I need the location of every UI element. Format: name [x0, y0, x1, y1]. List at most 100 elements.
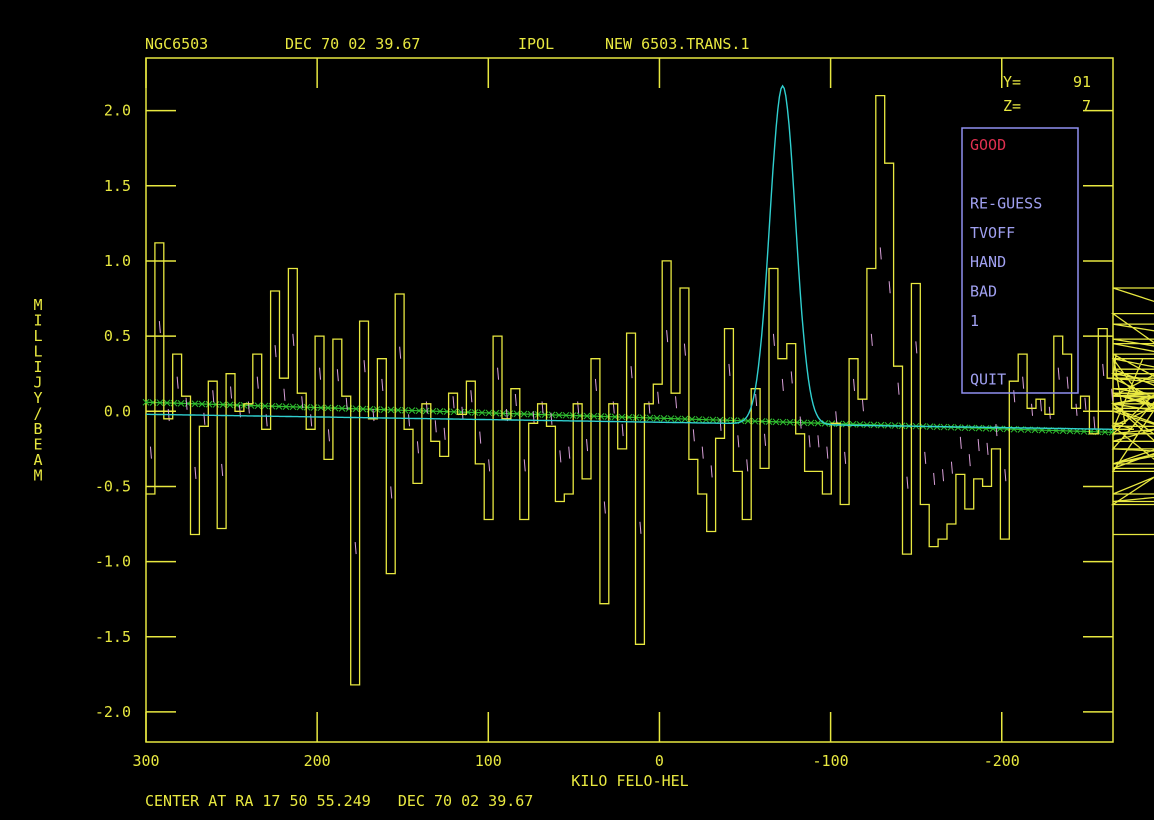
- baseline-marker: [849, 420, 857, 428]
- model-tick: [683, 343, 686, 356]
- model-tick: [710, 465, 713, 478]
- model-tick: [1075, 403, 1078, 416]
- baseline-marker: [485, 409, 493, 417]
- model-tick: [1013, 390, 1016, 403]
- y-axis-label: M I L L I J Y / B E A M: [33, 296, 42, 485]
- model-tick: [675, 396, 678, 409]
- model-tick: [853, 378, 856, 392]
- baseline-marker: [555, 411, 563, 419]
- model-tick: [772, 333, 775, 346]
- y-tick-label: -2.0: [95, 703, 131, 721]
- menu-item-good[interactable]: GOOD: [970, 136, 1006, 154]
- model-tick: [327, 429, 330, 442]
- x-tick-label: -200: [984, 752, 1020, 770]
- baseline-marker: [604, 413, 612, 420]
- menu-item-quit[interactable]: QUIT: [970, 370, 1006, 388]
- baseline-marker: [611, 413, 619, 421]
- model-tick: [817, 435, 820, 448]
- baseline-marker: [359, 405, 367, 413]
- model-tick: [630, 366, 633, 379]
- baseline-marker: [520, 410, 528, 418]
- baseline-marker: [709, 416, 717, 424]
- baseline-marker: [695, 416, 703, 423]
- model-tick: [906, 476, 909, 489]
- model-tick: [737, 435, 740, 448]
- baseline-marker: [660, 415, 668, 422]
- model-tick: [523, 459, 526, 472]
- model-tick: [968, 454, 971, 467]
- model-tick: [452, 396, 455, 409]
- baseline-series: [142, 398, 1116, 436]
- model-tick: [532, 411, 535, 424]
- model-tick: [149, 446, 152, 459]
- model-tick: [995, 424, 998, 437]
- header-file: NEW 6503.TRANS.1: [605, 35, 750, 53]
- model-tick: [870, 333, 873, 346]
- model-tick: [808, 435, 811, 448]
- model-tick: [1102, 363, 1105, 376]
- model-tick: [888, 281, 891, 294]
- baseline-marker: [163, 399, 171, 407]
- model-tick: [310, 414, 313, 427]
- baseline-marker: [982, 425, 990, 432]
- baseline-marker: [212, 401, 220, 408]
- baseline-marker: [191, 400, 199, 408]
- menu-item-tvoff[interactable]: TVOFF: [970, 224, 1015, 242]
- model-tick: [230, 386, 233, 399]
- baseline-marker: [786, 418, 794, 426]
- baseline-marker: [254, 402, 262, 410]
- baseline-marker: [793, 419, 801, 426]
- model-tick: [568, 446, 571, 459]
- model-tick: [1057, 367, 1060, 380]
- baseline-marker: [772, 418, 780, 426]
- model-tick: [274, 345, 277, 358]
- model-tick: [826, 446, 829, 459]
- model-tick: [861, 399, 864, 412]
- baseline-marker: [450, 408, 458, 416]
- x-axis-label: KILO FELO-HEL: [571, 772, 688, 790]
- spectrum-histogram: [146, 94, 1154, 686]
- model-tick: [461, 406, 464, 419]
- model-tick: [194, 466, 197, 479]
- baseline-marker: [317, 404, 325, 412]
- menu-item-1[interactable]: 1: [970, 312, 979, 330]
- model-tick: [764, 433, 767, 446]
- model-tick: [790, 371, 793, 384]
- model-tick: [603, 501, 606, 514]
- model-tick: [283, 388, 286, 401]
- menu-item-re-guess[interactable]: RE-GUESS: [970, 195, 1042, 213]
- model-tick: [479, 431, 482, 444]
- y-tick-label: 0.5: [104, 327, 131, 345]
- readout-y-value: 91: [1073, 73, 1091, 91]
- baseline-marker: [422, 407, 430, 415]
- readout-z-value: 7: [1082, 97, 1091, 115]
- model-tick: [959, 436, 962, 449]
- readout-z-label: Z=: [1003, 97, 1021, 115]
- model-tick: [559, 450, 562, 463]
- model-tick: [594, 378, 597, 392]
- baseline-marker: [219, 401, 227, 409]
- baseline-marker: [870, 421, 878, 429]
- baseline-marker: [590, 412, 598, 420]
- baseline-marker: [415, 407, 423, 415]
- menu-item-bad[interactable]: BAD: [970, 283, 997, 301]
- baseline-marker: [478, 409, 486, 417]
- baseline-marker: [1101, 428, 1109, 436]
- baseline-marker: [303, 403, 311, 411]
- model-tick: [185, 397, 188, 410]
- model-tick: [488, 459, 491, 472]
- model-tick: [443, 427, 446, 440]
- baseline-marker: [653, 414, 661, 422]
- baseline-marker: [702, 416, 710, 424]
- model-tick: [1004, 469, 1007, 482]
- model-tick: [336, 369, 339, 382]
- model-tick: [345, 397, 348, 410]
- model-tick: [363, 360, 366, 373]
- model-tick: [390, 486, 393, 499]
- model-tick: [692, 429, 695, 442]
- baseline-marker: [751, 417, 759, 425]
- menu-item-hand[interactable]: HAND: [970, 253, 1006, 271]
- baseline-marker: [688, 415, 696, 423]
- baseline-marker: [177, 399, 185, 407]
